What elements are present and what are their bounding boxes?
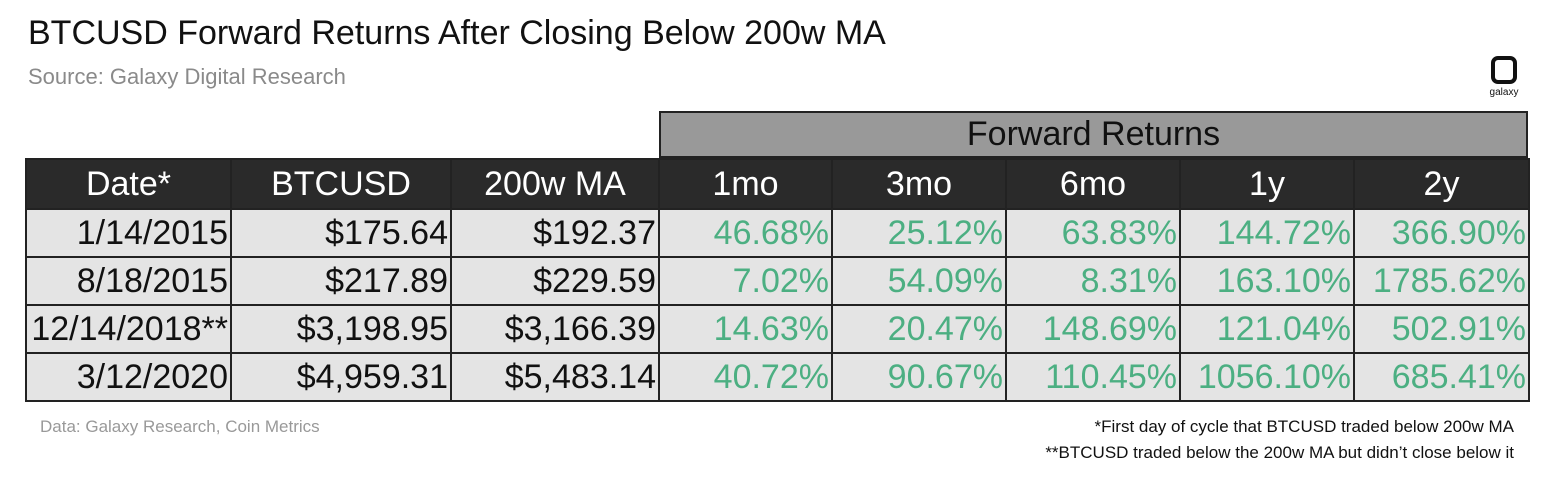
- return-cell: 8.31%: [1005, 256, 1181, 306]
- return-cell: 144.72%: [1179, 208, 1355, 258]
- chart-subtitle: Source: Galaxy Digital Research: [28, 64, 346, 89]
- return-cell: 90.67%: [831, 352, 1007, 402]
- return-cell: 366.90%: [1353, 208, 1530, 258]
- column-header: 2y: [1353, 158, 1530, 210]
- galaxy-logo-icon: [1491, 56, 1517, 84]
- return-cell: 20.47%: [831, 304, 1007, 354]
- returns-table: Date* BTCUSD 200w MA 1mo 3mo 6mo 1y 2y 1/14/201…: [25, 158, 1530, 402]
- column-header: 200w MA: [450, 158, 660, 210]
- return-cell: 163.10%: [1179, 256, 1355, 306]
- chart-title: BTCUSD Forward Returns After Closing Bel…: [28, 14, 886, 52]
- value-cell: $175.64: [230, 208, 452, 258]
- return-cell: 502.91%: [1353, 304, 1530, 354]
- return-cell: 110.45%: [1005, 352, 1181, 402]
- table-row: 8/18/2015 $217.89 $229.59 7.02% 54.09% 8.31% 1…: [25, 256, 1530, 306]
- value-cell: $229.59: [450, 256, 660, 306]
- galaxy-logo: galaxy: [1486, 56, 1522, 98]
- forward-returns-group-header: Forward Returns: [659, 111, 1528, 158]
- table-row: 1/14/2015 $175.64 $192.37 46.68% 25.12% 63.83…: [25, 208, 1530, 258]
- table-header-row: Date* BTCUSD 200w MA 1mo 3mo 6mo 1y 2y: [25, 158, 1530, 210]
- value-cell: $3,198.95: [230, 304, 452, 354]
- return-cell: 7.02%: [658, 256, 833, 306]
- galaxy-logo-text: galaxy: [1489, 87, 1519, 98]
- return-cell: 40.72%: [658, 352, 833, 402]
- return-cell: 54.09%: [831, 256, 1007, 306]
- value-cell: $192.37: [450, 208, 660, 258]
- value-cell: $217.89: [230, 256, 452, 306]
- return-cell: 148.69%: [1005, 304, 1181, 354]
- value-cell: 8/18/2015: [25, 256, 232, 306]
- table-body: 1/14/2015 $175.64 $192.37 46.68% 25.12% 63.83…: [25, 208, 1530, 402]
- return-cell: 121.04%: [1179, 304, 1355, 354]
- column-header: 1y: [1179, 158, 1355, 210]
- table-row: 3/12/2020 $4,959.31 $5,483.14 40.72% 90.67% 1…: [25, 352, 1530, 402]
- value-cell: $4,959.31: [230, 352, 452, 402]
- return-cell: 25.12%: [831, 208, 1007, 258]
- value-cell: $3,166.39: [450, 304, 660, 354]
- column-header: 6mo: [1005, 158, 1181, 210]
- table-row: 12/14/2018** $3,198.95 $3,166.39 14.63% 20.4…: [25, 304, 1530, 354]
- column-header: BTCUSD: [230, 158, 452, 210]
- value-cell: 3/12/2020: [25, 352, 232, 402]
- column-header: Date*: [25, 158, 232, 210]
- footnote-1: *First day of cycle that BTCUSD traded b…: [1094, 417, 1515, 436]
- footnotes: *First day of cycle that BTCUSD traded b…: [1045, 414, 1514, 466]
- column-header: 1mo: [658, 158, 833, 210]
- return-cell: 1056.10%: [1179, 352, 1355, 402]
- value-cell: $5,483.14: [450, 352, 660, 402]
- return-cell: 685.41%: [1353, 352, 1530, 402]
- return-cell: 63.83%: [1005, 208, 1181, 258]
- column-header: 3mo: [831, 158, 1007, 210]
- data-source-note: Data: Galaxy Research, Coin Metrics: [40, 417, 320, 436]
- value-cell: 12/14/2018**: [25, 304, 232, 354]
- return-cell: 1785.62%: [1353, 256, 1530, 306]
- footnote-2: **BTCUSD traded below the 200w MA but di…: [1045, 443, 1514, 462]
- return-cell: 14.63%: [658, 304, 833, 354]
- value-cell: 1/14/2015: [25, 208, 232, 258]
- return-cell: 46.68%: [658, 208, 833, 258]
